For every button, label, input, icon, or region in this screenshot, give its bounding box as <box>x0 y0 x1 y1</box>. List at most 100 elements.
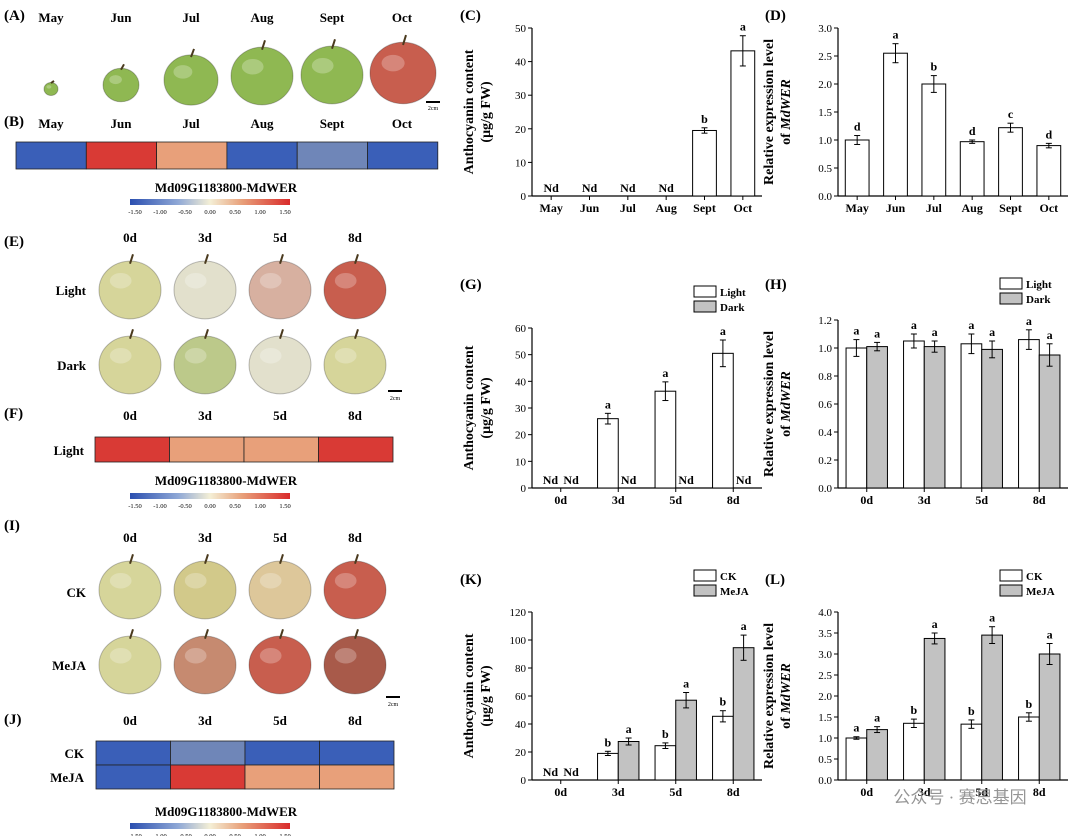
heatmap-gene-F: Md09G1183800-MdWER <box>155 473 298 488</box>
heatmap-cell-B-4 <box>296 141 368 170</box>
legend-label: Light <box>720 287 746 299</box>
scale-bar-I: 2cm <box>386 696 400 708</box>
bar-H-0-2 <box>960 343 983 489</box>
apple-I-0-2 <box>248 554 312 620</box>
bar-K-0-2 <box>654 745 677 781</box>
row-label-J-1: MeJA <box>50 770 85 785</box>
significance-label: a <box>853 721 859 735</box>
panel-label-A: (A) <box>4 8 25 24</box>
x-tick-label: 8d <box>727 493 740 507</box>
legend-label: CK <box>1026 571 1043 583</box>
y-axis-label: of MdWER <box>779 79 794 145</box>
significance-label: c <box>1008 107 1014 121</box>
x-tick-label: 5d <box>669 493 682 507</box>
apple-E-1-1 <box>173 329 237 395</box>
gradient-bar <box>130 823 290 829</box>
bar-H-0-1 <box>903 340 925 489</box>
y-tick-label: 60 <box>515 691 527 703</box>
apple-I-1-1 <box>173 629 237 695</box>
legend-swatch <box>999 277 1023 290</box>
x-tick-label: 3d <box>612 785 625 799</box>
scale-tick: -0.50 <box>178 503 192 510</box>
apple-A-1 <box>102 63 140 103</box>
bar-K-1-2 <box>675 699 697 781</box>
y-axis-label: Relative expression level <box>762 623 777 769</box>
significance-label: a <box>1026 314 1032 328</box>
apple-I-0-0 <box>98 554 162 620</box>
heatmap-cell-J-1-3 <box>319 764 395 790</box>
y-tick-label: 20 <box>515 747 527 759</box>
legend-label: CK <box>720 571 737 583</box>
month-label-B-0: May <box>38 116 64 131</box>
row-label-J-0: CK <box>65 746 85 761</box>
apple-E-1-3 <box>323 329 387 395</box>
heatmap-cell-J-1-1 <box>170 764 246 790</box>
x-tick-label: Jul <box>620 201 637 215</box>
scale-tick: 0.00 <box>204 833 215 836</box>
heatmap-cell-J-1-2 <box>244 764 320 790</box>
significance-label: b <box>1026 697 1033 711</box>
bar-H-1-3 <box>1038 354 1061 489</box>
significance-label: a <box>874 326 880 340</box>
bar-C-0-5 <box>730 50 756 197</box>
day-label-F-3: 8d <box>348 408 363 423</box>
heatmap-cell-J-1-0 <box>95 764 171 790</box>
y-tick-label: 20 <box>515 124 527 136</box>
legend-label: MeJA <box>1026 586 1055 598</box>
day-label-I-2: 5d <box>273 530 288 545</box>
nd-label: Nd <box>736 473 752 487</box>
apple-I-0-3 <box>323 554 387 620</box>
y-tick-label: 30 <box>515 90 527 102</box>
apple-I-1-0 <box>98 629 162 695</box>
heatmap-cell-F-0 <box>94 436 170 463</box>
panel-label-E: (E) <box>4 234 24 250</box>
x-tick-label: Aug <box>961 201 982 215</box>
significance-label: d <box>854 120 861 134</box>
heatmap-J <box>95 740 395 790</box>
significance-label: b <box>911 703 918 717</box>
apple-E-1-0 <box>98 329 162 395</box>
row-label-I-1: MeJA <box>52 658 87 673</box>
heatmap-cell-B-0 <box>15 141 87 170</box>
nd-label: Nd <box>543 765 559 779</box>
y-tick-label: 0.5 <box>818 754 832 766</box>
y-tick-label: 3.5 <box>818 628 832 640</box>
x-tick-label: May <box>540 201 563 215</box>
significance-label: b <box>930 60 937 74</box>
y-tick-label: 0.6 <box>818 399 832 411</box>
apple-I-0-1 <box>173 554 237 620</box>
significance-label: a <box>683 677 689 691</box>
legend-swatch <box>999 584 1023 597</box>
row-label-E-0: Light <box>56 283 87 298</box>
y-axis-label: Anthocyanin content <box>462 633 477 758</box>
scale-tick: 0.50 <box>229 833 240 836</box>
bar-K-0-1 <box>597 752 619 781</box>
heatmap-cell-F-1 <box>169 436 245 463</box>
x-tick-label: 0d <box>554 785 567 799</box>
y-tick-label: 40 <box>515 376 527 388</box>
heatmap-cell-B-1 <box>85 141 158 170</box>
bar-chart-D: 0.0 0.5 1.0 1.5 2.0 2.5 3.0 Relative expression… <box>762 23 1068 215</box>
panel-label-I: (I) <box>4 518 20 534</box>
month-label-B-5: Oct <box>392 116 413 131</box>
nd-label: Nd <box>658 181 674 195</box>
x-tick-label: Jun <box>580 201 600 215</box>
significance-label: a <box>741 619 747 633</box>
chart-area: (C) (D) (G) (H) (K) (L) 0 10 20 30 40 50 Antho… <box>460 8 1068 807</box>
significance-label: a <box>968 318 974 332</box>
scale-tick: 1.00 <box>254 503 265 510</box>
bar-K-1-1 <box>617 741 640 781</box>
significance-label: a <box>605 397 611 411</box>
bar-L-1-3 <box>1038 653 1061 781</box>
day-label-F-1: 3d <box>198 408 213 423</box>
x-tick-label: 0d <box>860 785 873 799</box>
y-axis-label: Anthocyanin content <box>462 49 477 174</box>
scale-tick: -1.00 <box>153 833 167 836</box>
apple-photos-A <box>43 34 437 106</box>
nd-label: Nd <box>582 181 598 195</box>
apple-A-3 <box>230 40 294 106</box>
y-tick-label: 0.8 <box>818 371 832 383</box>
bar-C-0-4 <box>692 129 717 197</box>
bar-L-1-2 <box>981 634 1003 781</box>
y-tick-label: 0.0 <box>818 775 832 787</box>
